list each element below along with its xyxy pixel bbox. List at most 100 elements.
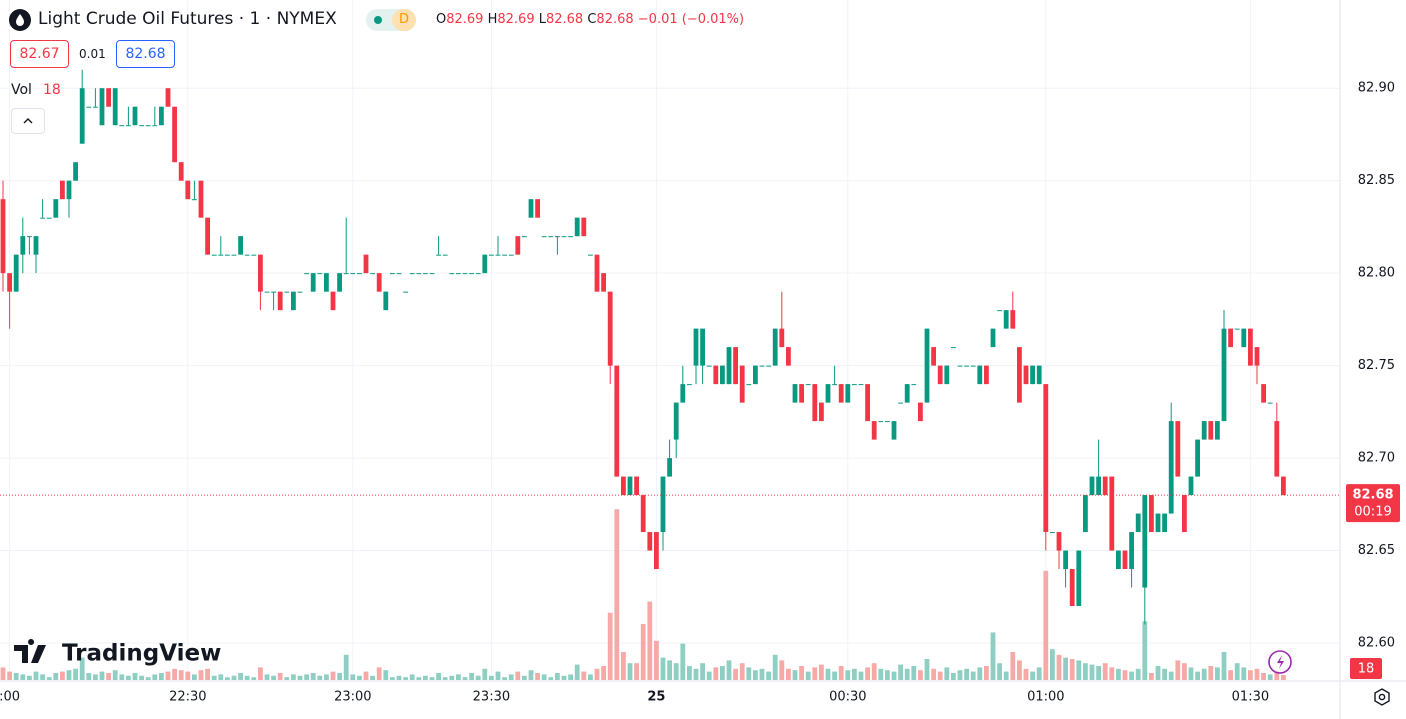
candle-body	[1155, 513, 1161, 533]
ohlc-legend: O82.69 H82.69 L82.68 C82.68 −0.01 (−0.01…	[436, 12, 744, 27]
volume-bar	[555, 673, 560, 680]
lightning-button[interactable]	[1268, 650, 1292, 674]
candle-body	[720, 365, 725, 385]
volume-bar	[1168, 671, 1174, 680]
settings-dot[interactable]	[1378, 693, 1386, 701]
volume-bar	[324, 674, 329, 680]
candle-body	[159, 106, 164, 126]
candle-body	[535, 199, 540, 218]
candle-body	[482, 254, 488, 274]
candle-body	[357, 273, 362, 275]
volume-bar	[1036, 667, 1042, 680]
candle-body	[759, 365, 765, 367]
y-tick-label: 82.85	[1358, 173, 1395, 188]
candle-body	[145, 125, 151, 127]
status-badge[interactable]: D	[366, 9, 416, 31]
y-tick-label: 82.80	[1358, 266, 1395, 281]
candle-body	[799, 384, 804, 403]
candle-body	[0, 199, 6, 274]
volume-bar	[607, 612, 613, 680]
candle-body	[726, 347, 732, 385]
volume-bar	[79, 657, 85, 680]
volume-bar	[423, 675, 428, 680]
candle-body	[390, 273, 395, 275]
candle-body	[238, 236, 243, 255]
candle-body	[502, 254, 507, 256]
volume-bar	[244, 675, 250, 680]
candle-body	[264, 291, 270, 293]
candle-body	[231, 254, 237, 256]
candle-body	[1149, 495, 1154, 533]
last-price-tag	[1346, 484, 1400, 523]
volume-bar	[766, 671, 771, 680]
chevron-path[interactable]	[23, 118, 33, 124]
settings-button[interactable]	[1374, 688, 1390, 706]
candle-body	[700, 328, 705, 366]
candles	[0, 69, 1286, 625]
candle-body	[469, 273, 474, 275]
candle-body	[126, 125, 131, 127]
candle-body	[1076, 550, 1082, 607]
volume-bar	[878, 668, 884, 680]
volume-bar	[1195, 671, 1200, 680]
candle-body	[1234, 328, 1240, 330]
lightning-circle[interactable]	[1268, 650, 1292, 674]
lightning-icon[interactable]	[1277, 655, 1284, 669]
volume-bar	[390, 677, 395, 680]
candle-body	[898, 402, 903, 404]
candle-body	[627, 476, 633, 496]
candle-body	[858, 384, 864, 386]
candle-body	[7, 273, 12, 292]
volume-bar	[1056, 654, 1062, 680]
volume-bar	[799, 666, 804, 680]
bid-button[interactable]: 82.67	[10, 40, 69, 68]
candle-body	[1208, 421, 1214, 440]
volume-bar	[805, 671, 811, 680]
volume-bar	[970, 671, 976, 680]
volume-bar	[297, 675, 303, 680]
candle-body	[680, 384, 686, 403]
candle-body	[1228, 328, 1233, 348]
volume-bar	[330, 671, 336, 680]
collapse-button[interactable]	[11, 108, 45, 134]
volume-bar	[997, 663, 1002, 680]
volume-bar	[812, 667, 818, 680]
volume-bar	[304, 674, 309, 680]
ask-button[interactable]: 82.68	[116, 40, 175, 68]
candle-body	[990, 328, 996, 348]
candle-body	[581, 217, 587, 237]
candle-body	[244, 254, 250, 256]
candle-body	[746, 384, 752, 386]
volume-bar	[1102, 663, 1108, 680]
volume-bar	[112, 670, 118, 680]
candle-body	[1162, 513, 1167, 533]
volume-bar	[284, 677, 290, 680]
volume-bar	[449, 675, 455, 680]
settings-hex[interactable]	[1374, 688, 1390, 706]
symbol-title: Light Crude Oil Futures · 1 · NYMEX	[38, 9, 337, 29]
candle-body	[548, 236, 554, 238]
candle-body	[271, 291, 276, 293]
candle-body	[60, 180, 65, 200]
volume-bar	[409, 674, 415, 680]
candle-body	[165, 88, 171, 107]
candle-body	[865, 384, 870, 422]
candle-body	[970, 365, 976, 367]
candle-body	[225, 254, 230, 256]
candle-body	[436, 254, 441, 256]
volume-bar	[1162, 668, 1167, 680]
candle-body	[977, 365, 983, 385]
volume-bar	[1096, 666, 1101, 680]
candle-body	[350, 273, 356, 275]
candle-body	[205, 217, 210, 255]
candle-body	[337, 273, 342, 292]
candle-body	[317, 273, 323, 275]
volume-bar	[667, 660, 672, 680]
candle-body	[66, 180, 72, 200]
candle-body	[508, 254, 514, 256]
candle-body	[931, 347, 936, 366]
candle-body	[1142, 495, 1148, 588]
volume-bar	[581, 671, 587, 680]
volume-bar	[152, 674, 158, 680]
chevron[interactable]	[12, 109, 44, 133]
